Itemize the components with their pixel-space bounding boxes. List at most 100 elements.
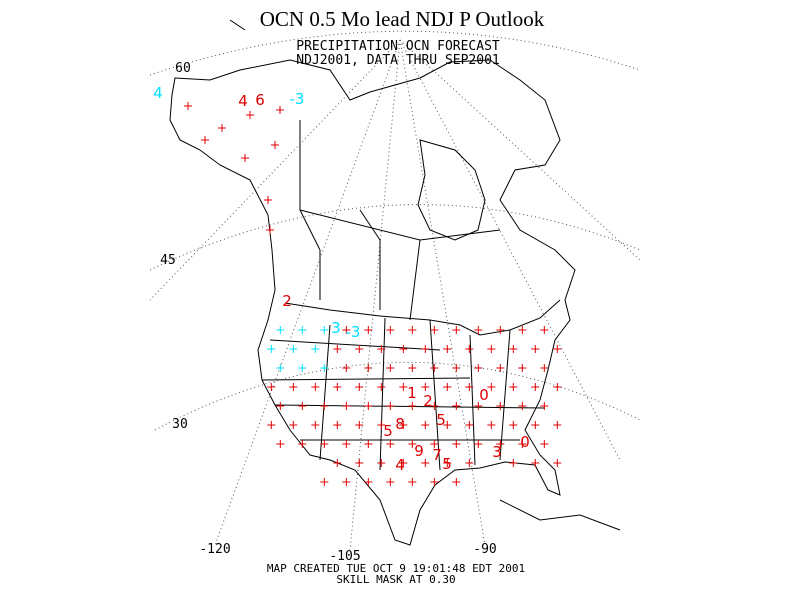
grid-cross <box>408 478 417 486</box>
grid-cross <box>509 345 518 353</box>
anomaly-label: 3 <box>492 443 502 461</box>
lon-label: -120 <box>199 542 230 557</box>
grid-cross <box>342 478 351 486</box>
grid-cross <box>452 364 461 372</box>
grid-cross <box>465 459 474 467</box>
grid-cross <box>474 326 483 334</box>
grid-cross <box>333 345 342 353</box>
grid-cross <box>531 383 540 391</box>
grid-cross <box>377 459 386 467</box>
grid-cross <box>386 478 395 486</box>
grid-cross <box>531 421 540 429</box>
border <box>284 299 561 336</box>
anomaly-label: -3 <box>346 323 361 341</box>
anomaly-label: 9 <box>414 442 424 460</box>
grid-cross <box>553 345 562 353</box>
meridian <box>149 39 401 301</box>
grid-cross <box>399 345 408 353</box>
grid-cross <box>452 440 461 448</box>
grid-cross <box>276 364 285 372</box>
grid-cross <box>333 421 342 429</box>
grid-cross <box>320 364 329 372</box>
grid-cross <box>487 345 496 353</box>
meridian <box>214 39 401 546</box>
parallel <box>149 204 641 271</box>
anomaly-label: 4 <box>395 456 405 474</box>
parallel <box>149 30 641 76</box>
province-lines <box>299 120 501 321</box>
footer: MAP CREATED TUE OCT 9 19:01:48 EDT 2001 <box>267 562 525 575</box>
grid-cross <box>311 345 320 353</box>
anomaly-label: 5 <box>383 422 393 440</box>
grid-cross <box>509 383 518 391</box>
grid-cross <box>386 326 395 334</box>
grid-cross <box>540 402 549 410</box>
grid-cross <box>377 421 386 429</box>
grid-cross <box>377 345 386 353</box>
hudson-bay <box>417 139 486 241</box>
grid-cross <box>399 383 408 391</box>
grid-cross <box>443 345 452 353</box>
grid-cross <box>289 383 298 391</box>
grid-cross <box>518 402 527 410</box>
grid-cross <box>386 402 395 410</box>
grid-cross <box>342 326 351 334</box>
grid-cross <box>518 364 527 372</box>
grid-cross <box>540 440 549 448</box>
grid-cross <box>408 402 417 410</box>
grid-cross <box>443 421 452 429</box>
grid-cross <box>531 345 540 353</box>
anomaly-label: 3 <box>331 319 341 337</box>
grid-cross <box>333 459 342 467</box>
grid-cross <box>276 106 284 114</box>
anomaly-label: 5 <box>436 411 446 429</box>
grid-cross <box>218 124 226 132</box>
grid-cross <box>430 478 439 486</box>
grid-cross <box>496 402 505 410</box>
grid-cross <box>408 364 417 372</box>
grid-cross <box>320 440 329 448</box>
grid-cross <box>298 326 307 334</box>
grid-cross <box>540 326 549 334</box>
grid-cross <box>531 459 540 467</box>
grid-cross <box>298 364 307 372</box>
grid-cross <box>342 440 351 448</box>
grid-cross <box>465 345 474 353</box>
grid-cross <box>355 459 364 467</box>
grid-cross <box>487 421 496 429</box>
grid-cross <box>355 383 364 391</box>
grid-cross <box>509 459 518 467</box>
anomaly-label: 2 <box>282 292 292 310</box>
grid-cross <box>452 326 461 334</box>
lon-label: -105 <box>329 549 360 564</box>
lat-label: 45 <box>160 253 176 268</box>
grid-cross <box>266 226 274 234</box>
grid-cross <box>408 326 417 334</box>
grid-cross <box>408 440 417 448</box>
grid-points <box>184 102 562 486</box>
lon-label: -90 <box>473 542 496 557</box>
meridian <box>399 39 486 546</box>
grid-cross <box>264 196 272 204</box>
anomaly-label: -3 <box>290 90 305 108</box>
grid-cross <box>364 326 373 334</box>
grid-cross <box>289 421 298 429</box>
grid-cross <box>430 326 439 334</box>
grid-cross <box>364 364 373 372</box>
grid-cross <box>333 383 342 391</box>
grid-cross <box>496 326 505 334</box>
grid-cross <box>342 364 351 372</box>
grid-cross <box>298 440 307 448</box>
anomaly-label: 4 <box>238 92 248 110</box>
grid-cross <box>276 440 285 448</box>
grid-cross <box>443 383 452 391</box>
grid-cross <box>355 421 364 429</box>
anomaly-label: 8 <box>395 415 405 433</box>
anomaly-label: 2 <box>423 392 433 410</box>
grid-cross <box>399 459 408 467</box>
anomaly-label: 4 <box>153 84 163 102</box>
grid-cross <box>465 383 474 391</box>
page-title: OCN 0.5 Mo lead NDJ P Outlook <box>260 7 545 31</box>
grid-cross <box>241 154 249 162</box>
